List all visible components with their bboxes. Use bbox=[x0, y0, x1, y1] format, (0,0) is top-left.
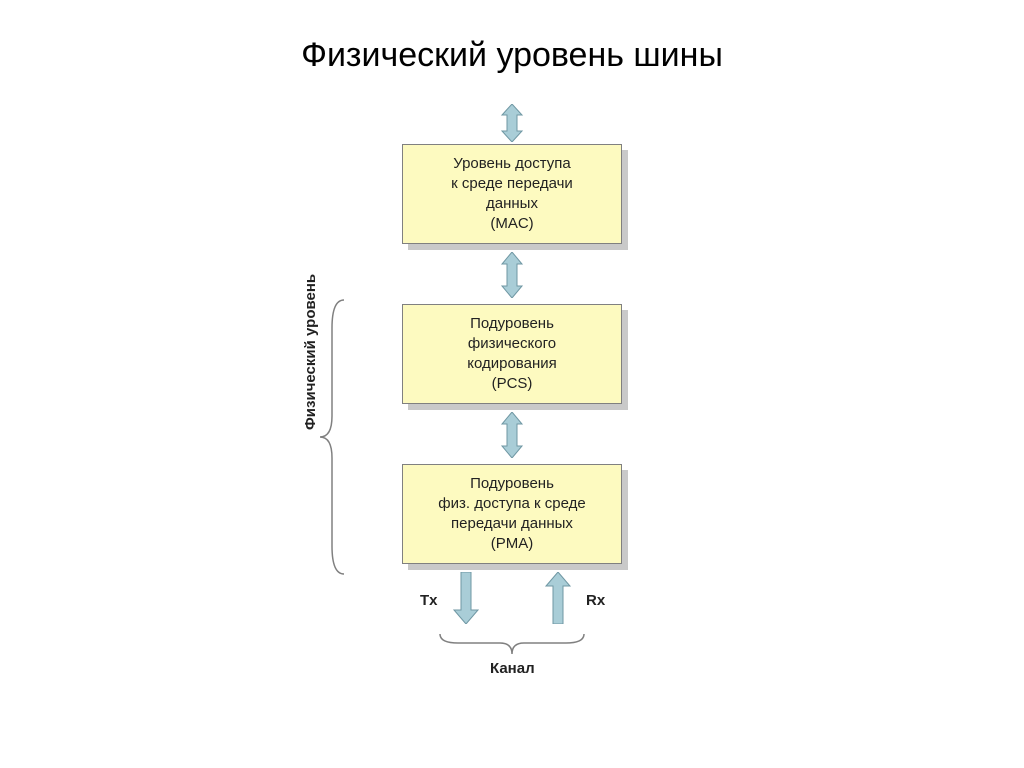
arrow-top-icon bbox=[498, 104, 526, 142]
box-mac-line2: к среде передачи bbox=[451, 175, 573, 192]
box-pma-line1: Подуровень bbox=[470, 475, 554, 492]
box-mac-wrap: Уровень доступа к среде передачи данных … bbox=[402, 144, 622, 244]
box-pma-line2: физ. доступа к среде bbox=[438, 495, 585, 512]
box-pcs-text: Подуровень физического кодирования (PCS) bbox=[467, 314, 557, 395]
arrow-tx-down-icon bbox=[452, 572, 480, 624]
side-label-physical-level: Физический уровень bbox=[302, 274, 319, 430]
box-pma: Подуровень физ. доступа к среде передачи… bbox=[402, 464, 622, 564]
arrow-rx-up-icon bbox=[544, 572, 572, 624]
box-mac-line1: Уровень доступа bbox=[453, 155, 571, 172]
box-mac: Уровень доступа к среде передачи данных … bbox=[402, 144, 622, 244]
arrow-mid2-icon bbox=[498, 412, 526, 458]
box-mac-line4: (MAC) bbox=[490, 215, 533, 232]
left-brace-icon bbox=[318, 298, 348, 576]
rx-label-text: Rx bbox=[586, 592, 605, 609]
rx-label: Rx bbox=[586, 592, 605, 609]
channel-label-text: Канал bbox=[490, 660, 535, 677]
arrow-mid1-icon bbox=[498, 252, 526, 298]
box-pma-line4: (PMA) bbox=[491, 535, 534, 552]
box-pcs: Подуровень физического кодирования (PCS) bbox=[402, 304, 622, 404]
bottom-brace-icon bbox=[438, 632, 586, 658]
box-pcs-line4: (PCS) bbox=[492, 375, 533, 392]
page-title: Физический уровень шины bbox=[0, 36, 1024, 75]
box-pcs-line3: кодирования bbox=[467, 355, 557, 372]
box-mac-text: Уровень доступа к среде передачи данных … bbox=[451, 154, 573, 235]
box-pcs-wrap: Подуровень физического кодирования (PCS) bbox=[402, 304, 622, 404]
box-pma-wrap: Подуровень физ. доступа к среде передачи… bbox=[402, 464, 622, 564]
channel-label: Канал bbox=[490, 660, 535, 677]
box-pma-text: Подуровень физ. доступа к среде передачи… bbox=[438, 474, 585, 555]
box-pcs-line2: физического bbox=[468, 335, 556, 352]
tx-label-text: Tx bbox=[420, 592, 438, 609]
side-label-text: Физический уровень bbox=[302, 274, 319, 430]
box-pma-line3: передачи данных bbox=[451, 515, 573, 532]
tx-label: Tx bbox=[420, 592, 438, 609]
box-pcs-line1: Подуровень bbox=[470, 315, 554, 332]
box-mac-line3: данных bbox=[486, 195, 538, 212]
